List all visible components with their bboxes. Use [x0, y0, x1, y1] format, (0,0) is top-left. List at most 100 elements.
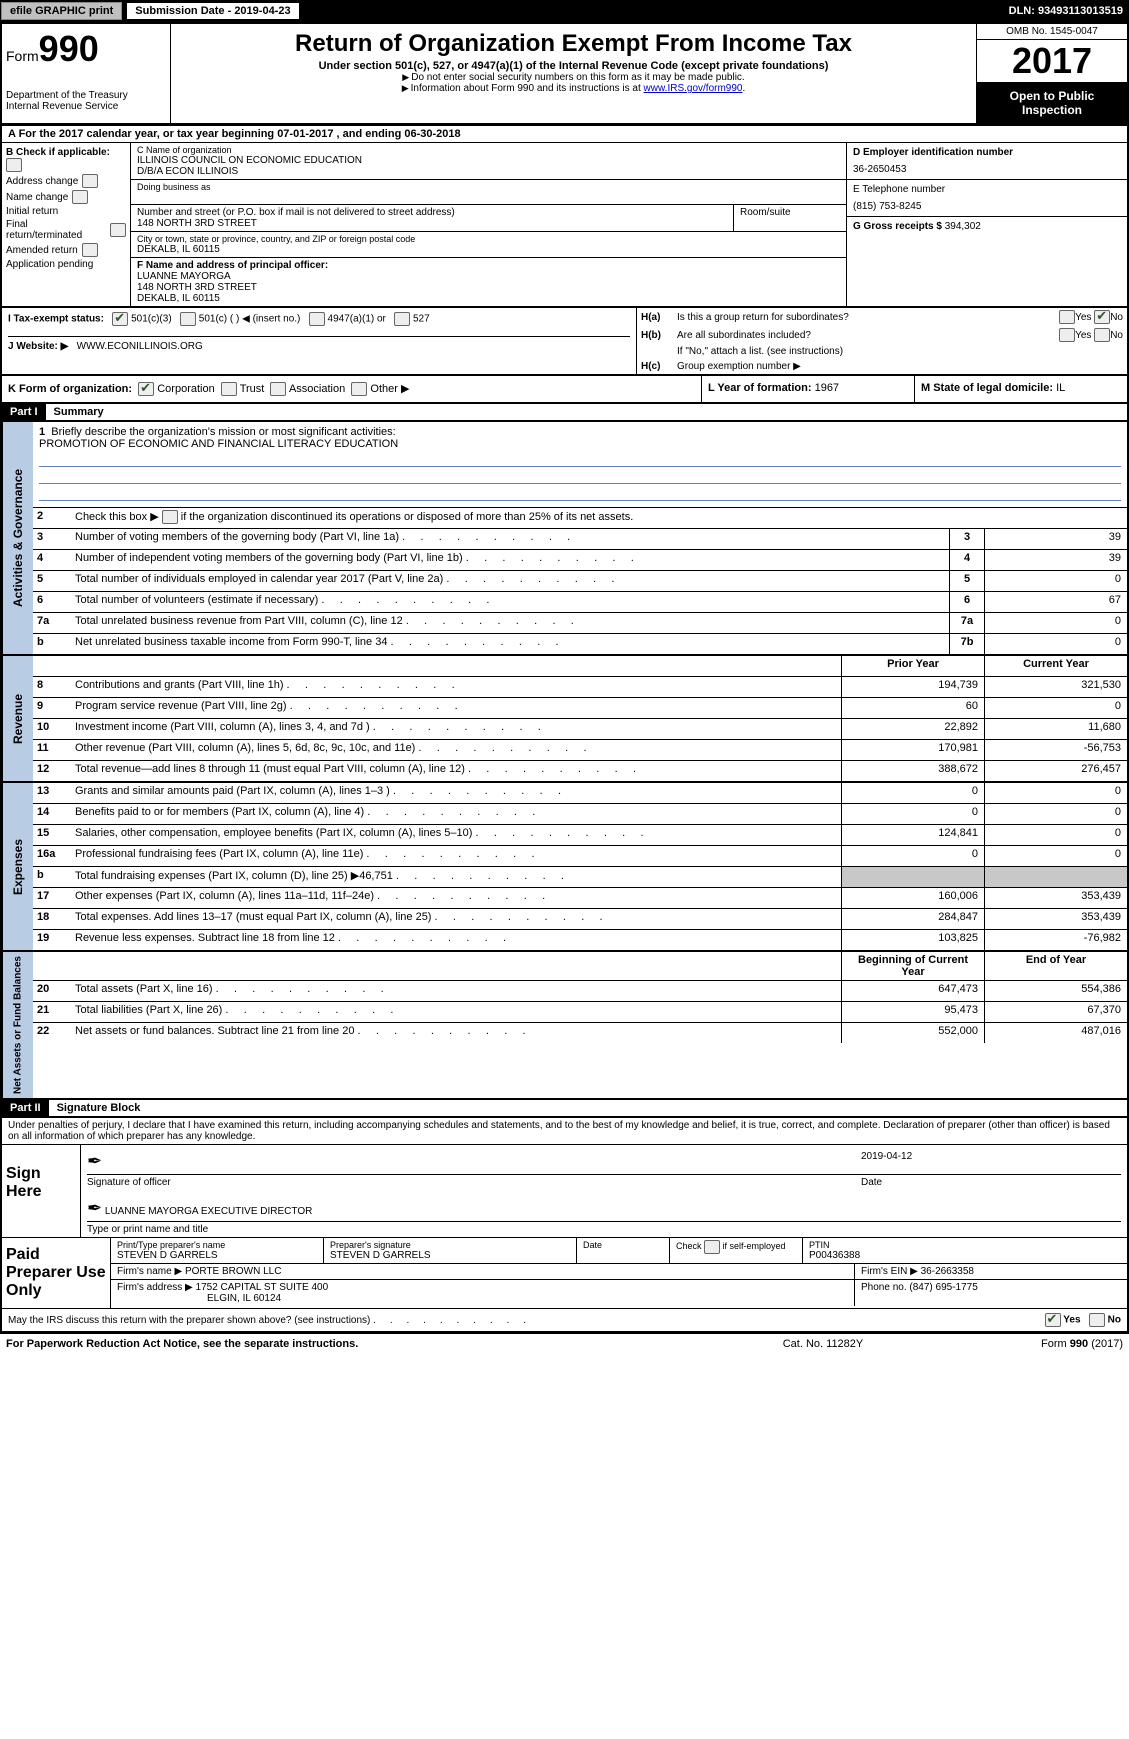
row-num: 13	[33, 783, 71, 803]
row-desc: Net unrelated business taxable income fr…	[71, 634, 949, 654]
checkbox-527[interactable]	[394, 312, 410, 326]
row-desc: Total liabilities (Part X, line 26)	[71, 1002, 841, 1022]
city-label: City or town, state or province, country…	[137, 234, 840, 244]
gross-value: 394,302	[945, 221, 981, 232]
opt-501c: 501(c) ( ) ◀ (insert no.)	[199, 314, 301, 325]
hb-note: If "No," attach a list. (see instruction…	[677, 346, 843, 357]
checkbox-hb-yes[interactable]	[1059, 328, 1075, 342]
hb-label: H(b)	[641, 330, 677, 341]
table-row: 8 Contributions and grants (Part VIII, l…	[33, 677, 1127, 698]
table-row: 3 Number of voting members of the govern…	[33, 529, 1127, 550]
checkbox-address-change[interactable]	[82, 174, 98, 188]
row-value: 0	[984, 613, 1127, 633]
checkbox-ha-no[interactable]	[1094, 310, 1110, 324]
footer-center: Cat. No. 11282Y	[723, 1338, 923, 1350]
officer-label: F Name and address of principal officer:	[137, 260, 840, 271]
checkbox-501c[interactable]	[180, 312, 196, 326]
checkbox-corp[interactable]	[138, 382, 154, 396]
row-prior: 22,892	[841, 719, 984, 739]
row-num: 10	[33, 719, 71, 739]
checkbox-other[interactable]	[351, 382, 367, 396]
page-footer: For Paperwork Reduction Act Notice, see …	[0, 1334, 1129, 1354]
city-value: DEKALB, IL 60115	[137, 244, 840, 255]
table-row: 10 Investment income (Part VIII, column …	[33, 719, 1127, 740]
row-num: 17	[33, 888, 71, 908]
ha-no: No	[1110, 312, 1123, 323]
opt-corp: Corporation	[157, 383, 214, 395]
row-cellnum: 3	[949, 529, 984, 549]
ha-label: H(a)	[641, 312, 677, 323]
row-prior: 0	[841, 804, 984, 824]
officer-name: LUANNE MAYORGA	[137, 271, 840, 282]
phone-label: Phone no.	[861, 1282, 907, 1293]
row-current: -76,982	[984, 930, 1127, 950]
officer-city: DEKALB, IL 60115	[137, 293, 840, 304]
hb-text: Are all subordinates included?	[677, 330, 1059, 341]
check-self-employed-text: Check if self-employed	[676, 1241, 786, 1251]
checkbox-501c3[interactable]	[112, 312, 128, 326]
checkbox-hb-no[interactable]	[1094, 328, 1110, 342]
irs-link[interactable]: www.IRS.gov/form990	[644, 83, 743, 94]
vlabel-netassets: Net Assets or Fund Balances	[2, 952, 33, 1098]
table-row: 13 Grants and similar amounts paid (Part…	[33, 783, 1127, 804]
ha-text: Is this a group return for subordinates?	[677, 312, 1059, 323]
efile-print-button[interactable]: efile GRAPHIC print	[1, 2, 122, 20]
row-num: b	[33, 867, 71, 887]
hb-no: No	[1110, 330, 1123, 341]
part1-title: Summary	[46, 406, 104, 418]
checkbox-amended[interactable]	[82, 243, 98, 257]
row-prior: 552,000	[841, 1023, 984, 1043]
checkbox-assoc[interactable]	[270, 382, 286, 396]
opt-other: Other ▶	[370, 383, 409, 395]
declaration-text: Under penalties of perjury, I declare th…	[2, 1118, 1127, 1145]
header-center: Return of Organization Exempt From Incom…	[171, 24, 977, 123]
cb-initial-label: Initial return	[6, 206, 58, 217]
vlabel-revenue: Revenue	[2, 656, 33, 781]
footer-left: For Paperwork Reduction Act Notice, see …	[6, 1338, 723, 1350]
opt-4947: 4947(a)(1) or	[328, 314, 386, 325]
hc-text: Group exemption number ▶	[677, 361, 801, 372]
checkbox-discontinued[interactable]	[162, 510, 178, 524]
header-right: OMB No. 1545-0047 2017 Open to Public In…	[977, 24, 1127, 123]
table-row: 4 Number of independent voting members o…	[33, 550, 1127, 571]
row-cellnum: 7a	[949, 613, 984, 633]
k-label: K Form of organization:	[8, 383, 132, 395]
website-label: J Website: ▶	[8, 341, 68, 352]
checkbox-applicable[interactable]	[6, 158, 22, 172]
checkbox-discuss-no[interactable]	[1089, 1313, 1105, 1327]
vlabel-expenses: Expenses	[2, 783, 33, 950]
row-num: 4	[33, 550, 71, 570]
checkbox-discuss-yes[interactable]	[1045, 1313, 1061, 1327]
row-value: 0	[984, 634, 1127, 654]
cb-final-label: Final return/terminated	[6, 219, 106, 241]
row-num: 21	[33, 1002, 71, 1022]
row-prior: 60	[841, 698, 984, 718]
sig-officer-label: Signature of officer	[87, 1177, 861, 1188]
row-num: 5	[33, 571, 71, 591]
table-row: 6 Total number of volunteers (estimate i…	[33, 592, 1127, 613]
street-label: Number and street (or P.O. box if mail i…	[137, 207, 727, 218]
row-cellnum: 6	[949, 592, 984, 612]
sign-name-label: Type or print name and title	[87, 1224, 1121, 1235]
table-row: 19 Revenue less expenses. Subtract line …	[33, 930, 1127, 950]
checkbox-final-return[interactable]	[110, 223, 126, 237]
m-value: IL	[1056, 382, 1065, 394]
row-num: 7a	[33, 613, 71, 633]
part1-header-row: Part I Summary	[0, 404, 1129, 422]
section-governance: Activities & Governance 1 Briefly descri…	[0, 422, 1129, 656]
checkbox-ha-yes[interactable]	[1059, 310, 1075, 324]
section-netassets: Net Assets or Fund Balances Beginning of…	[0, 952, 1129, 1100]
col-c-org-info: C Name of organization ILLINOIS COUNCIL …	[131, 143, 847, 306]
prep-sig-label: Preparer's signature	[330, 1240, 570, 1250]
row-prior: 95,473	[841, 1002, 984, 1022]
row-prior: 160,006	[841, 888, 984, 908]
col-d-ids: D Employer identification number 36-2650…	[847, 143, 1127, 306]
row-prior: 388,672	[841, 761, 984, 781]
checkbox-4947[interactable]	[309, 312, 325, 326]
checkbox-trust[interactable]	[221, 382, 237, 396]
dln-number: DLN: 93493113013519	[1009, 5, 1129, 17]
firm-ein: 36-2663358	[921, 1266, 974, 1277]
row-cellnum: 5	[949, 571, 984, 591]
checkbox-name-change[interactable]	[72, 190, 88, 204]
checkbox-self-employed[interactable]	[704, 1240, 720, 1254]
